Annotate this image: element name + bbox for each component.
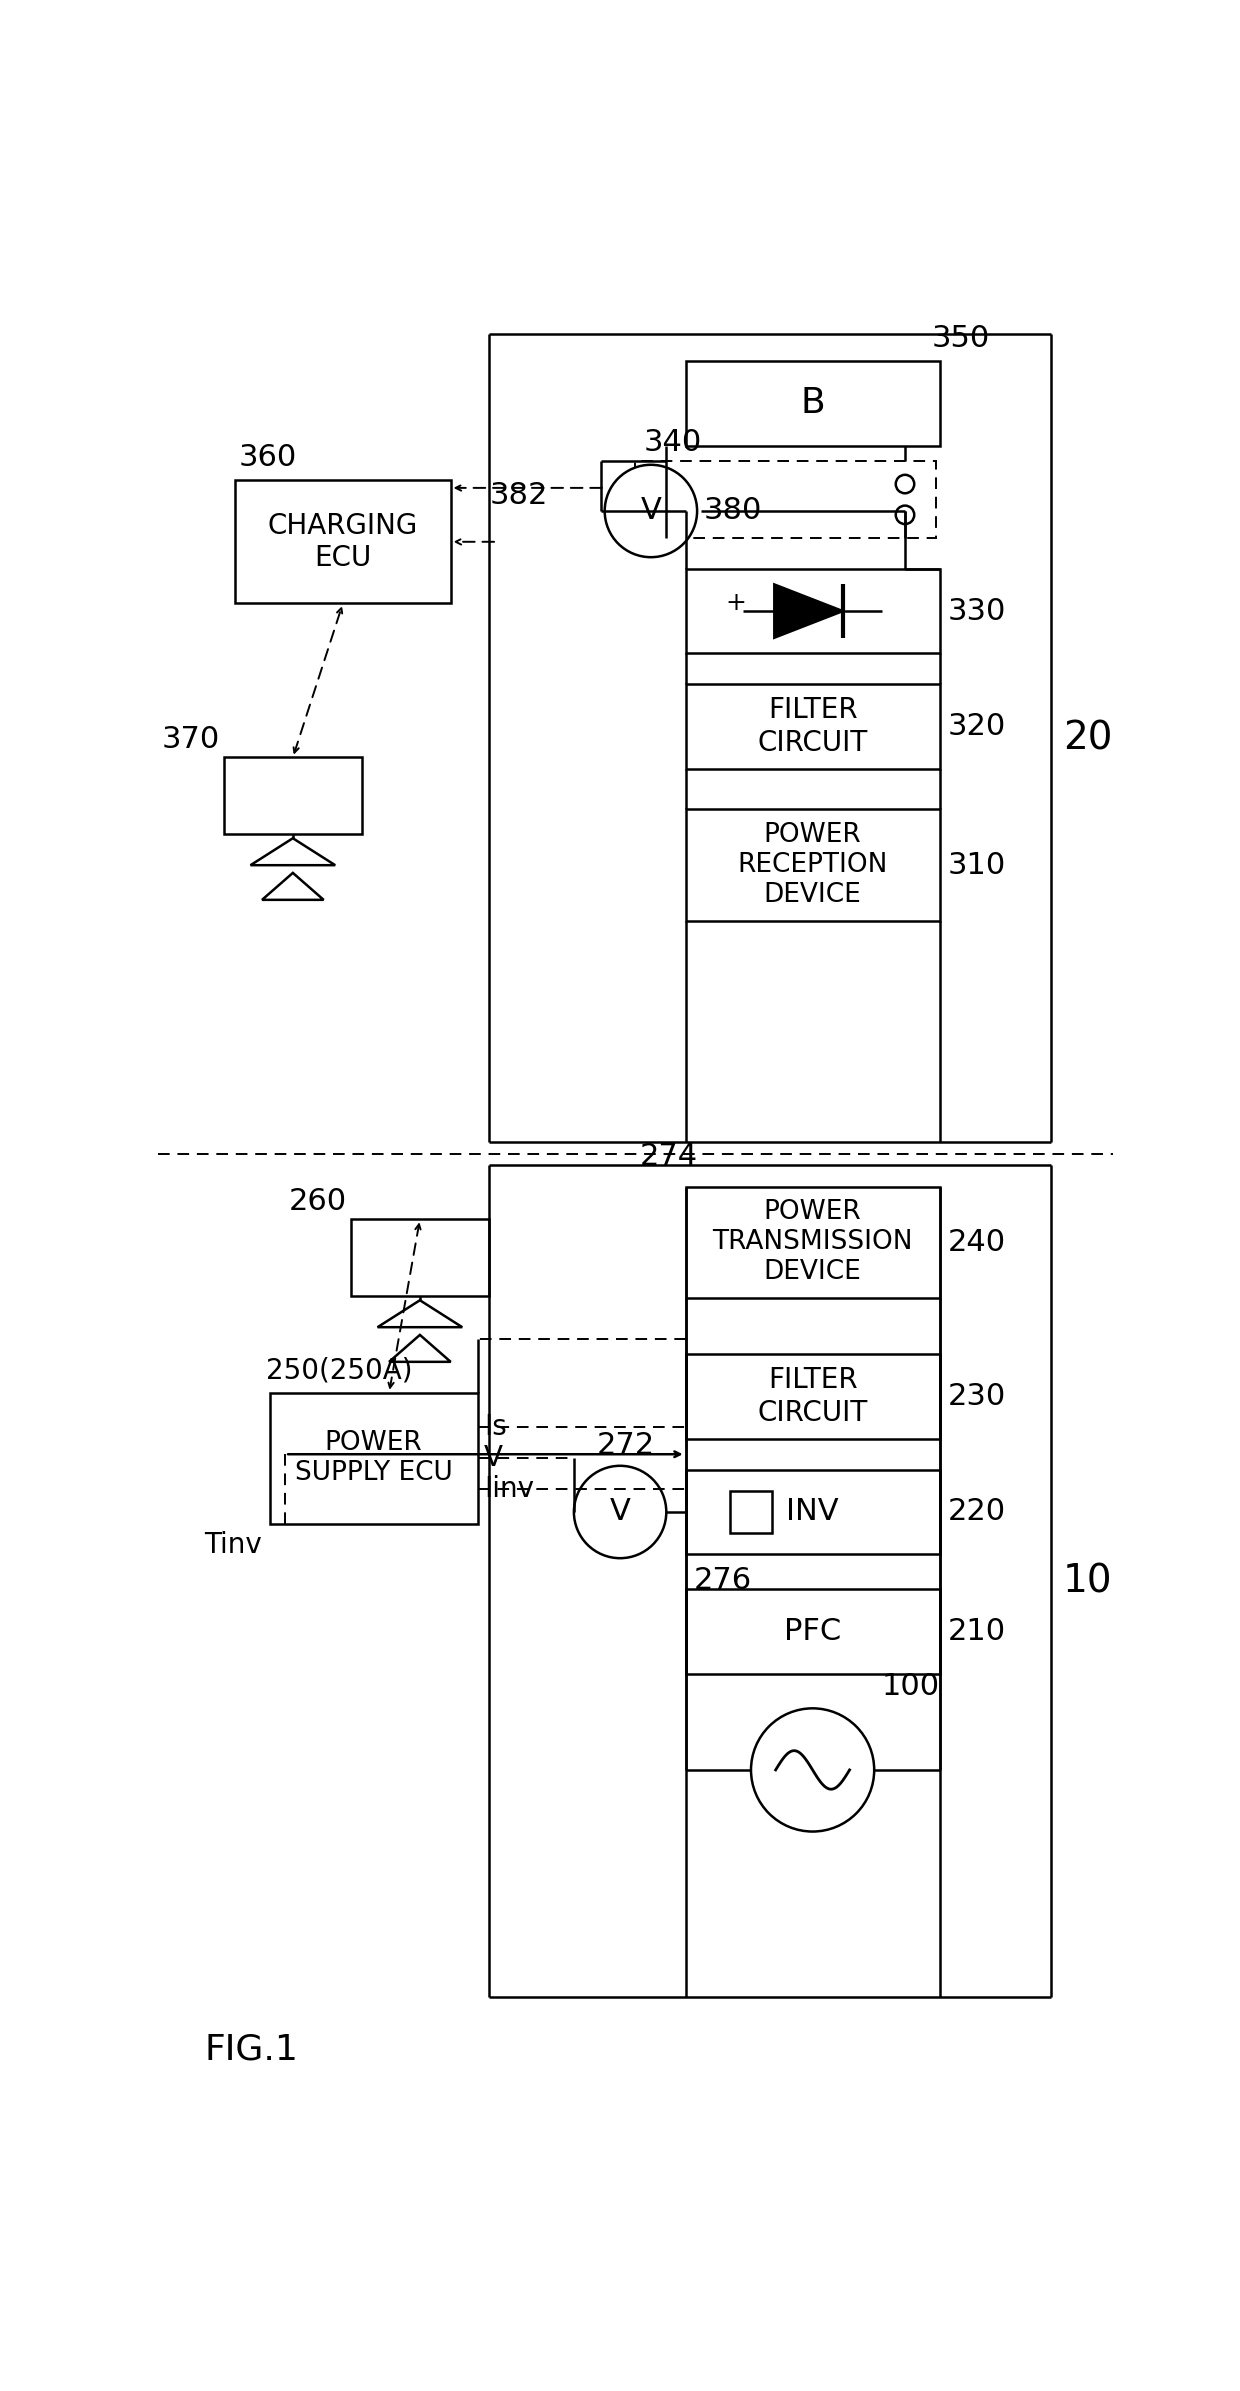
Circle shape — [605, 464, 697, 557]
Text: INV: INV — [786, 1497, 839, 1525]
Circle shape — [751, 1707, 874, 1832]
Text: FIG.1: FIG.1 — [205, 2032, 298, 2066]
Text: FILTER
CIRCUIT: FILTER CIRCUIT — [758, 696, 868, 758]
Text: Is: Is — [484, 1413, 507, 1442]
Bar — [351, 1219, 490, 1296]
Text: 230: 230 — [947, 1382, 1006, 1411]
Bar — [730, 1492, 773, 1533]
Text: POWER
RECEPTION
DEVICE: POWER RECEPTION DEVICE — [738, 823, 888, 909]
Text: 382: 382 — [490, 481, 548, 509]
Text: 330: 330 — [947, 598, 1006, 626]
Bar — [686, 1353, 940, 1439]
Bar — [686, 1186, 940, 1298]
Text: 274: 274 — [640, 1143, 697, 1172]
Text: 100: 100 — [882, 1671, 940, 1700]
Text: 220: 220 — [947, 1497, 1006, 1525]
Text: POWER
TRANSMISSION
DEVICE: POWER TRANSMISSION DEVICE — [712, 1200, 913, 1286]
Bar — [686, 684, 940, 770]
Circle shape — [895, 505, 914, 524]
Text: CHARGING
ECU: CHARGING ECU — [268, 512, 418, 571]
Polygon shape — [250, 839, 335, 866]
Bar — [635, 461, 936, 538]
Text: POWER
SUPPLY ECU: POWER SUPPLY ECU — [295, 1430, 453, 1487]
Bar — [686, 811, 940, 921]
Text: 10: 10 — [1063, 1561, 1112, 1600]
Circle shape — [574, 1466, 666, 1559]
Text: FILTER
CIRCUIT: FILTER CIRCUIT — [758, 1365, 868, 1427]
Bar — [686, 569, 940, 653]
Text: 380: 380 — [703, 497, 761, 526]
Text: 350: 350 — [932, 325, 991, 354]
Bar — [236, 481, 450, 603]
Bar — [686, 1470, 940, 1554]
Text: 210: 210 — [947, 1616, 1006, 1645]
Text: 260: 260 — [289, 1186, 347, 1215]
Circle shape — [657, 476, 676, 493]
Text: 370: 370 — [161, 724, 219, 753]
Text: PFC: PFC — [784, 1616, 841, 1645]
Bar — [223, 758, 362, 834]
Text: 272: 272 — [596, 1430, 655, 1459]
Text: 20: 20 — [1063, 720, 1112, 758]
Text: 250(250A): 250(250A) — [265, 1358, 413, 1384]
Text: B: B — [800, 387, 825, 421]
Text: 320: 320 — [947, 713, 1006, 741]
Polygon shape — [389, 1334, 450, 1363]
Polygon shape — [774, 583, 843, 638]
Text: V: V — [484, 1444, 502, 1473]
Circle shape — [657, 505, 676, 524]
Text: Tinv: Tinv — [205, 1530, 262, 1559]
Text: Iinv: Iinv — [484, 1475, 533, 1504]
Polygon shape — [262, 873, 324, 899]
Text: V: V — [610, 1497, 630, 1525]
Text: 240: 240 — [947, 1229, 1006, 1258]
Bar — [686, 361, 940, 445]
Bar — [686, 1590, 940, 1674]
Text: 360: 360 — [239, 442, 298, 473]
Text: +: + — [725, 591, 746, 614]
Text: V: V — [641, 497, 661, 526]
Circle shape — [895, 476, 914, 493]
Text: 340: 340 — [644, 428, 702, 457]
Text: 310: 310 — [947, 851, 1006, 880]
Polygon shape — [377, 1301, 463, 1327]
Bar — [270, 1392, 477, 1523]
Text: 276: 276 — [693, 1566, 751, 1595]
